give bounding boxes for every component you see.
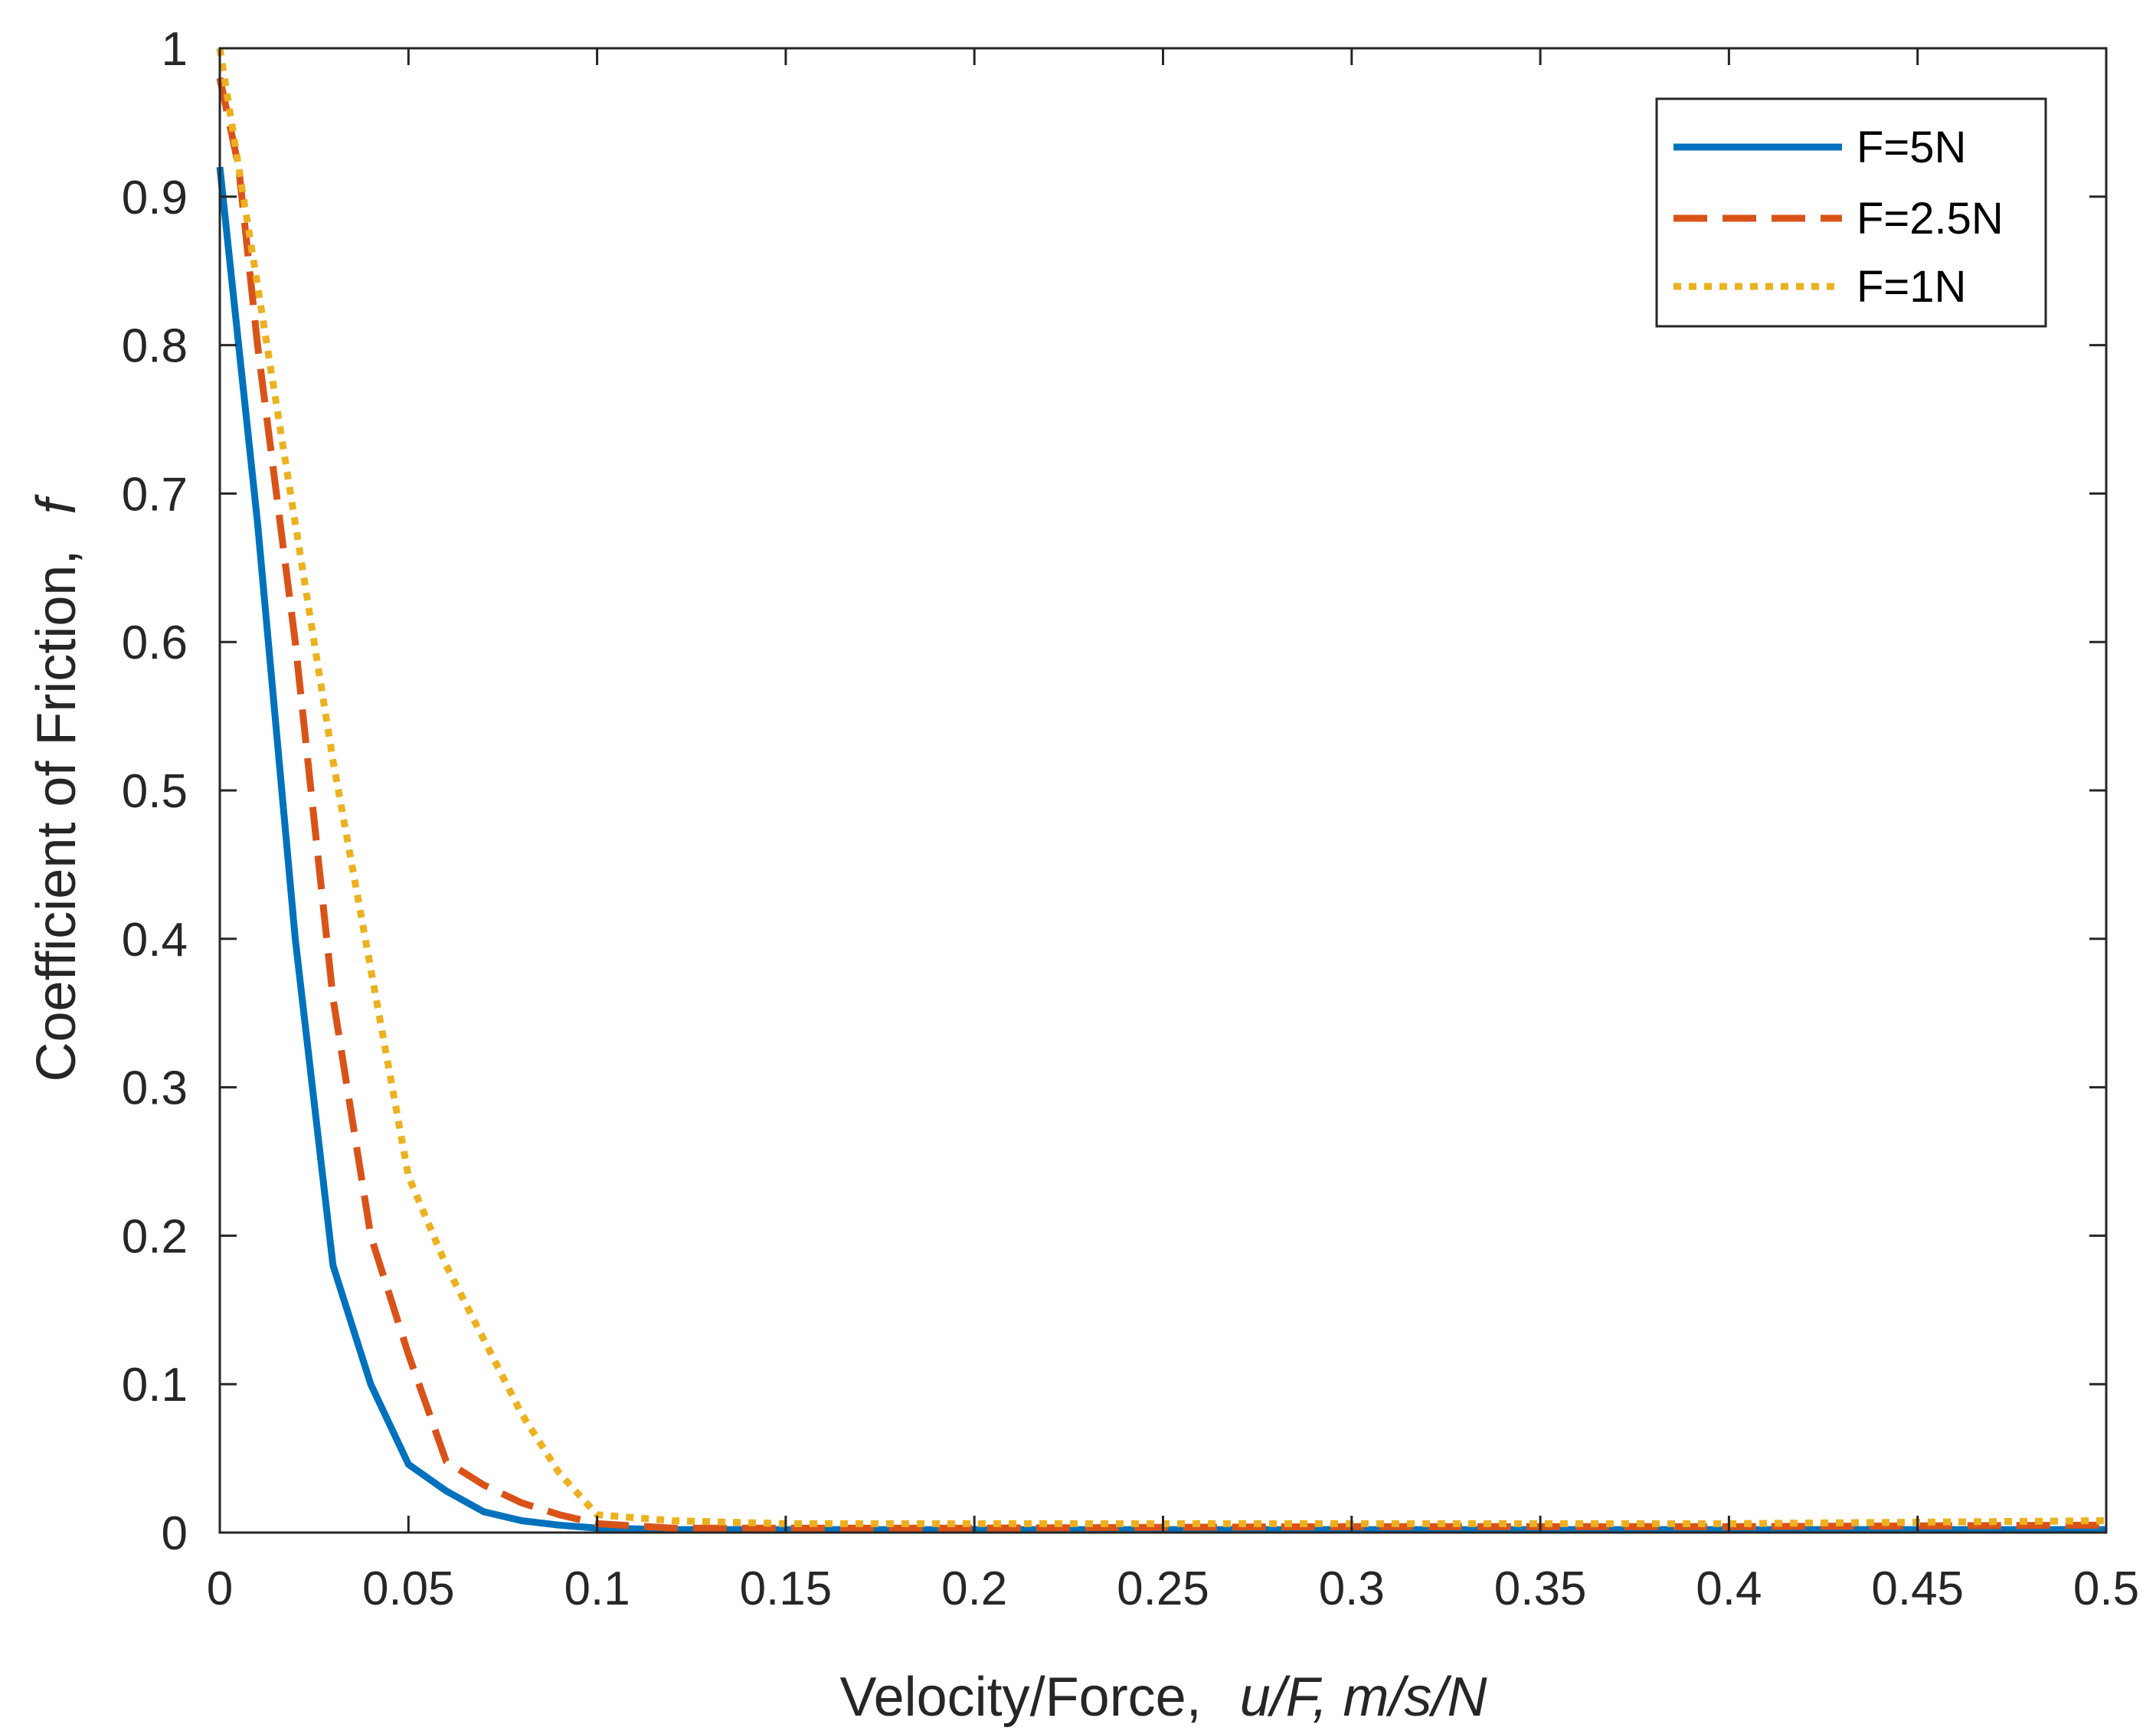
y-tick-label: 0.1 (122, 1359, 188, 1412)
x-tick-label: 0.15 (740, 1562, 833, 1615)
x-axis-label: Velocity/Force, u/F, m/s/N (840, 1667, 1488, 1728)
y-tick-label: 0.9 (122, 172, 188, 224)
series-line-f1n (216, 47, 2107, 1527)
x-tick-label: 0.3 (1319, 1562, 1385, 1615)
x-axis-label-plain: Velocity/Force, (840, 1667, 1202, 1728)
y-tick-labels: 0 0.1 0.2 0.3 0.4 0.5 0.6 0.7 0.8 0.9 1 (122, 23, 188, 1560)
y-tick-label: 0.8 (122, 320, 188, 373)
y-tick-label: 0.7 (122, 468, 188, 521)
legend-label-f2-5n: F=2.5N (1857, 194, 2004, 244)
x-tick-label: 0.5 (2073, 1562, 2139, 1615)
y-tick-label: 0.4 (122, 914, 188, 967)
y-tick-label: 0.2 (122, 1210, 188, 1263)
x-tick-label: 0.35 (1494, 1562, 1587, 1615)
y-tick-label: 0.6 (122, 617, 188, 669)
y-axis-label: Coefficient of Friction, f (26, 494, 87, 1082)
series-line-f2-5n (216, 77, 2107, 1532)
y-tick-label: 0.3 (122, 1062, 188, 1115)
x-tick-label: 0.05 (362, 1562, 455, 1615)
x-tick-label: 0.25 (1117, 1562, 1209, 1615)
axis-ticks (218, 47, 2108, 1534)
x-axis-label-italic: u/F, m/s/N (1240, 1667, 1488, 1728)
x-tick-labels: 0 0.05 0.1 0.15 0.2 0.25 0.3 0.35 0.4 0.45 0.5 (207, 1562, 2139, 1615)
y-tick-label: 0.5 (122, 765, 188, 818)
y-axis-label-plain: Coefficient of Friction, (26, 550, 87, 1082)
legend-label-f5n: F=5N (1857, 123, 1966, 172)
plot-lines (216, 47, 2107, 1533)
x-tick-label: 0.2 (941, 1562, 1007, 1615)
y-tick-label: 1 (162, 23, 188, 76)
y-tick-label: 0 (162, 1507, 188, 1560)
x-tick-label: 0.1 (564, 1562, 630, 1615)
x-tick-label: 0.45 (1871, 1562, 1964, 1615)
x-tick-label: 0 (207, 1562, 233, 1615)
legend: F=5N F=2.5N F=1N (1655, 97, 2047, 328)
legend-label-f1n: F=1N (1857, 262, 1966, 312)
x-tick-label: 0.4 (1696, 1562, 1762, 1615)
